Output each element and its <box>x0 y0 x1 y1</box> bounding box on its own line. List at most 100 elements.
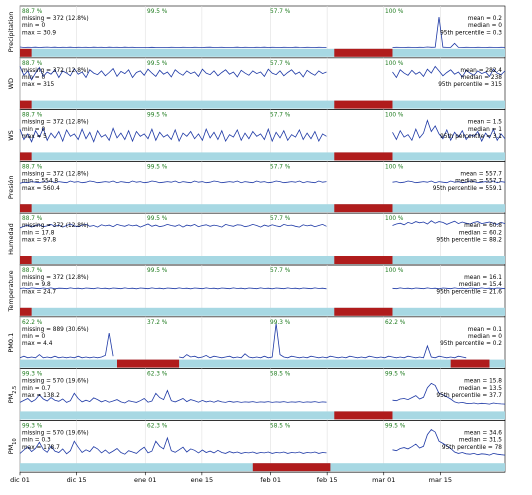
coverage-label: 99.5 % <box>385 423 406 429</box>
series-line <box>19 382 506 405</box>
coverage-label: 99.3 % <box>22 372 43 378</box>
stats-right: 95th percentile = 88.2 <box>436 238 502 244</box>
coverage-label: 37.2 % <box>147 320 168 326</box>
missing-data-segment <box>334 152 393 161</box>
stats-left: min = 17.8 <box>22 230 55 236</box>
panel-label: WD <box>7 78 15 89</box>
stats-right: 95th percentile = 37.7 <box>436 393 502 399</box>
coverage-label: 99.5 % <box>147 113 168 119</box>
availability-bar <box>20 100 505 109</box>
coverage-label: 88.7 % <box>22 216 43 222</box>
stats-right: mean = 16.1 <box>464 275 502 281</box>
coverage-label: 99.5 % <box>385 372 406 378</box>
series-line <box>19 17 506 48</box>
stats-left: missing = 372 (12.8%) <box>22 171 89 177</box>
series-line <box>19 428 506 456</box>
stats-right: median = 13.5 <box>459 386 502 392</box>
stats-right: mean = 34.6 <box>464 430 502 436</box>
stats-left: min = 554.8 <box>22 179 58 185</box>
stats-right: median = 31.5 <box>459 438 502 444</box>
stats-right: mean = 282.4 <box>460 68 502 74</box>
missing-data-segment <box>117 359 180 368</box>
stats-right: mean = 1.5 <box>468 120 503 126</box>
stats-left: missing = 889 (30.6%) <box>22 327 89 333</box>
stats-right: mean = 0.2 <box>468 16 503 22</box>
stats-right: median = 0 <box>468 23 502 29</box>
series-line <box>19 180 506 184</box>
coverage-label: 99.5 % <box>147 164 168 170</box>
x-tick-label: dic 01 <box>10 476 30 484</box>
panel-label: PM2.5 <box>7 386 18 403</box>
availability-bar <box>20 359 505 368</box>
coverage-label: 88.7 % <box>22 268 43 274</box>
stats-left: max = 5 <box>22 134 47 140</box>
stats-right: 95th percentile = 559.1 <box>433 186 503 192</box>
coverage-label: 57.7 % <box>270 268 291 274</box>
coverage-label: 62.3 % <box>147 372 168 378</box>
series-line <box>19 287 506 290</box>
stats-left: missing = 372 (12.8%) <box>22 16 89 22</box>
missing-data-segment <box>334 100 393 109</box>
stats-left: max = 24.7 <box>22 289 56 295</box>
missing-data-segment <box>252 463 331 472</box>
coverage-label: 100 % <box>385 268 404 274</box>
availability-bar <box>20 411 505 420</box>
stats-right: median = 557.7 <box>455 179 502 185</box>
stats-left: max = 560.4 <box>22 186 60 192</box>
x-tick-label: feb 15 <box>317 476 338 484</box>
stats-left: missing = 372 (12.8%) <box>22 275 89 281</box>
x-tick-label: ene 01 <box>134 476 156 484</box>
coverage-label: 57.7 % <box>270 113 291 119</box>
stats-left: missing = 570 (19.6%) <box>22 430 89 436</box>
series-line <box>19 119 506 143</box>
missing-data-segment <box>334 307 393 316</box>
stats-left: max = 138.2 <box>22 393 60 399</box>
coverage-label: 57.7 % <box>270 216 291 222</box>
stats-right: 95th percentile = 21.6 <box>436 289 502 295</box>
missing-data-segment <box>450 359 490 368</box>
availability-bar <box>20 48 505 57</box>
stats-right: mean = 15.8 <box>464 379 502 385</box>
coverage-label: 99.3 % <box>270 320 291 326</box>
coverage-label: 58.5 % <box>270 423 291 429</box>
stats-left: min = 9.8 <box>22 282 51 288</box>
coverage-label: 62.2 % <box>385 320 406 326</box>
coverage-label: 100 % <box>385 61 404 67</box>
stats-right: median = 15.4 <box>459 282 502 288</box>
coverage-label: 100 % <box>385 164 404 170</box>
x-tick-label: mar 15 <box>429 476 452 484</box>
coverage-label: 88.7 % <box>22 113 43 119</box>
coverage-label: 57.7 % <box>270 164 291 170</box>
availability-bar <box>20 204 505 213</box>
coverage-label: 99.5 % <box>147 216 168 222</box>
stats-left: min = 0.3 <box>22 438 51 444</box>
stats-left: missing = 570 (19.6%) <box>22 379 89 385</box>
panel-label: PM10 <box>7 438 18 454</box>
stats-right: mean = 557.7 <box>460 171 502 177</box>
stats-right: median = 238 <box>461 75 503 81</box>
panel-label: Precipitation <box>7 12 15 53</box>
coverage-label: 100 % <box>385 216 404 222</box>
stats-left: missing = 372 (12.8%) <box>22 120 89 126</box>
panel-label: PM0.1 <box>7 333 15 353</box>
series-line <box>19 220 506 229</box>
stats-left: max = 178.7 <box>22 445 60 451</box>
coverage-label: 62.2 % <box>22 320 43 326</box>
missing-data-segment <box>334 48 393 57</box>
stats-right: 95th percentile = 3.1 <box>440 134 502 140</box>
availability-bar <box>20 152 505 161</box>
panel-label: WS <box>7 130 15 141</box>
stats-right: 95th percentile = 0.2 <box>440 341 502 347</box>
missing-data-segment <box>334 204 393 213</box>
missing-data-segment <box>334 256 393 264</box>
stats-left: max = 315 <box>22 82 55 88</box>
availability-bar <box>20 256 505 264</box>
missing-data-segment <box>20 256 32 264</box>
panel-label: Presión <box>7 175 15 199</box>
x-tick-label: dic 15 <box>67 476 87 484</box>
x-tick-label: mar 01 <box>372 476 395 484</box>
stats-left: missing = 372 (12.8%) <box>22 68 89 74</box>
coverage-label: 62.3 % <box>147 423 168 429</box>
x-tick-label: feb 01 <box>260 476 281 484</box>
